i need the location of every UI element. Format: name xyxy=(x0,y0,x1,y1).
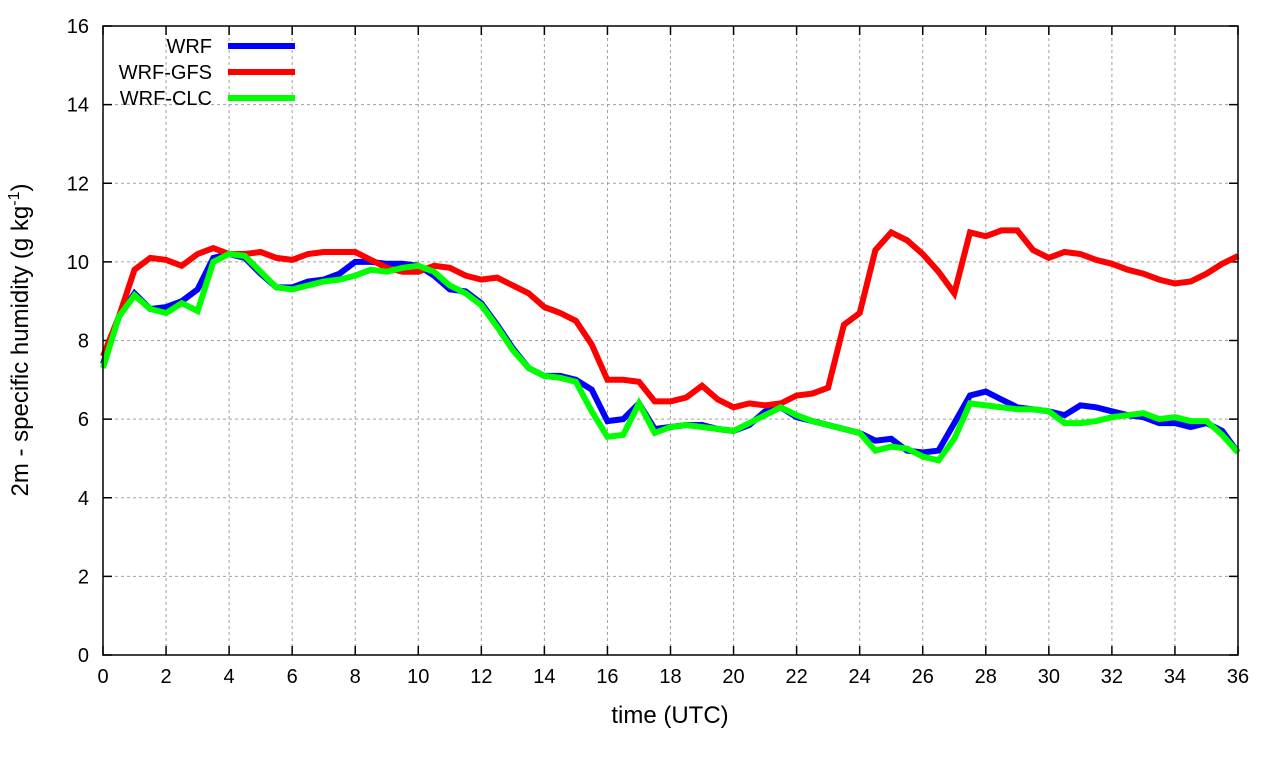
x-tick-label: 2 xyxy=(160,666,171,688)
x-tick-label: 32 xyxy=(1101,666,1123,688)
y-tick-label: 8 xyxy=(78,331,89,353)
x-tick-label: 4 xyxy=(224,666,235,688)
series-line-wrf-gfs xyxy=(100,227,1240,411)
x-tick-label: 12 xyxy=(470,666,492,688)
x-tick-label: 30 xyxy=(1038,666,1060,688)
legend-label: WRF-GFS xyxy=(119,62,212,84)
y-tick-label: 4 xyxy=(78,488,89,510)
x-tick-label: 6 xyxy=(287,666,298,688)
y-tick-label: 12 xyxy=(67,173,89,195)
x-tick-label: 0 xyxy=(97,666,108,688)
axis-ticks: 0 2 4 6 8 10 12 14 16 18 20 22 24 26 28 30 32 34 360246810… xyxy=(67,16,1249,688)
y-tick-label: 10 xyxy=(67,252,89,274)
x-tick-label: 28 xyxy=(975,666,997,688)
y-tick-label: 0 xyxy=(78,645,89,667)
x-tick-label: 22 xyxy=(785,666,807,688)
y-tick-label: 14 xyxy=(67,95,89,117)
legend: WRF WRF-GFS WRF-CLC xyxy=(119,36,295,110)
legend-label: WRF-CLC xyxy=(120,88,212,110)
x-tick-label: 36 xyxy=(1227,666,1249,688)
x-tick-label: 16 xyxy=(596,666,618,688)
y-tick-label: 6 xyxy=(78,409,89,431)
x-tick-label: 8 xyxy=(350,666,361,688)
y-axis-label: 2m - specific humidity (g kg-1) xyxy=(6,184,34,497)
x-tick-label: 10 xyxy=(407,666,429,688)
x-tick-label: 14 xyxy=(533,666,555,688)
x-tick-label: 20 xyxy=(722,666,744,688)
y-tick-label: 16 xyxy=(67,16,89,38)
x-tick-label: 34 xyxy=(1164,666,1186,688)
series-lines xyxy=(100,227,1241,464)
y-tick-label: 2 xyxy=(78,566,89,588)
series-line-wrf-clc xyxy=(100,250,1241,464)
x-tick-label: 26 xyxy=(912,666,934,688)
legend-label: WRF xyxy=(166,36,212,58)
grid-lines xyxy=(103,26,1238,655)
plot-frame xyxy=(102,25,1239,656)
x-axis-label: time (UTC) xyxy=(611,702,728,729)
x-tick-label: 24 xyxy=(849,666,871,688)
x-tick-label: 18 xyxy=(659,666,681,688)
